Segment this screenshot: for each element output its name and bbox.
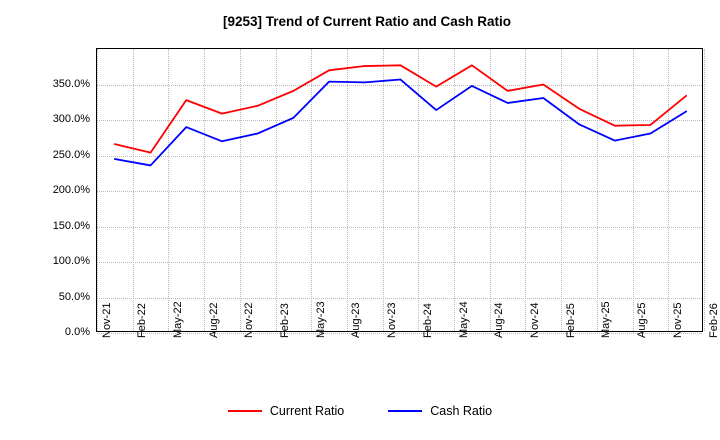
gridline-horizontal	[97, 120, 702, 121]
legend-label: Current Ratio	[269, 404, 345, 418]
x-axis-tick-label: Nov-21	[100, 302, 113, 338]
gridline-vertical	[382, 49, 384, 331]
gridline-vertical	[454, 49, 456, 331]
gridline-vertical	[489, 49, 491, 331]
gridline-vertical	[632, 49, 634, 331]
legend-color-swatch	[388, 410, 423, 412]
gridline-horizontal	[97, 226, 702, 228]
gridline-vertical	[275, 49, 277, 331]
gridline-vertical	[204, 49, 206, 331]
gridline-horizontal	[97, 155, 702, 157]
x-axis-tick-label: Feb-23	[279, 303, 292, 338]
x-axis-tick-label: Nov-24	[528, 302, 541, 338]
gridline-vertical	[704, 49, 705, 331]
series-line	[113, 78, 688, 167]
gridline-vertical	[168, 49, 170, 331]
legend-color-swatch	[227, 410, 262, 412]
x-axis-tick-label: Feb-22	[136, 303, 149, 338]
x-axis-tick-label: Nov-23	[386, 302, 399, 338]
x-axis-tick-label: Aug-22	[207, 302, 220, 338]
chart-title: [9253] Trend of Current Ratio and Cash R…	[222, 14, 512, 29]
gridline-horizontal	[97, 333, 702, 334]
gridline-vertical	[596, 49, 598, 331]
legend-item[interactable]: Current Ratio	[227, 404, 345, 418]
plot-area	[96, 48, 705, 334]
legend-item[interactable]: Cash Ratio	[388, 404, 492, 418]
gridline-vertical	[525, 49, 527, 331]
series-line	[113, 64, 688, 154]
x-axis-tick-label: Feb-26	[707, 303, 720, 338]
x-axis-tick-label: Nov-22	[243, 302, 256, 338]
gridline-horizontal	[97, 262, 702, 263]
gridline-vertical	[97, 49, 98, 331]
y-axis-tick-label: 100.0%	[52, 255, 90, 267]
x-axis-tick-label: May-24	[457, 301, 470, 338]
y-axis-tick-label: 350.0%	[52, 77, 90, 90]
x-axis-tick-label: Aug-24	[493, 302, 506, 338]
legend-label: Cash Ratio	[430, 404, 493, 418]
y-axis-tick-label: 50.0%	[58, 290, 90, 303]
gridline-vertical	[418, 49, 420, 331]
gridline-horizontal	[97, 84, 702, 86]
x-axis-tick-label: Aug-25	[636, 302, 649, 338]
y-axis-tick-label: 250.0%	[52, 148, 90, 161]
gridline-horizontal	[97, 191, 702, 192]
gridline-vertical	[668, 49, 670, 331]
gridline-vertical	[346, 49, 348, 331]
series-lines	[113, 64, 688, 167]
gridline-vertical	[132, 49, 134, 331]
y-axis-tick-label: 0.0%	[64, 326, 90, 338]
y-axis-tick-label: 300.0%	[52, 113, 90, 125]
x-axis-tick-label: Nov-25	[671, 302, 684, 338]
x-axis-tick-label: Feb-25	[564, 303, 577, 338]
x-axis-tick-label: Aug-23	[350, 302, 363, 338]
x-axis-tick-label: May-22	[171, 301, 184, 338]
chart-legend: Current Ratio Cash Ratio	[0, 404, 720, 418]
x-axis-tick-label: May-25	[600, 301, 613, 338]
x-axis-tick-label: May-23	[314, 301, 327, 338]
x-axis-tick-label: Feb-24	[421, 303, 434, 338]
gridline-vertical	[561, 49, 563, 331]
y-axis-tick-label: 150.0%	[52, 219, 90, 232]
y-axis-tick-label: 200.0%	[52, 184, 90, 196]
gridline-horizontal	[97, 297, 702, 299]
gridline-vertical	[311, 49, 313, 331]
gridline-vertical	[239, 49, 241, 331]
